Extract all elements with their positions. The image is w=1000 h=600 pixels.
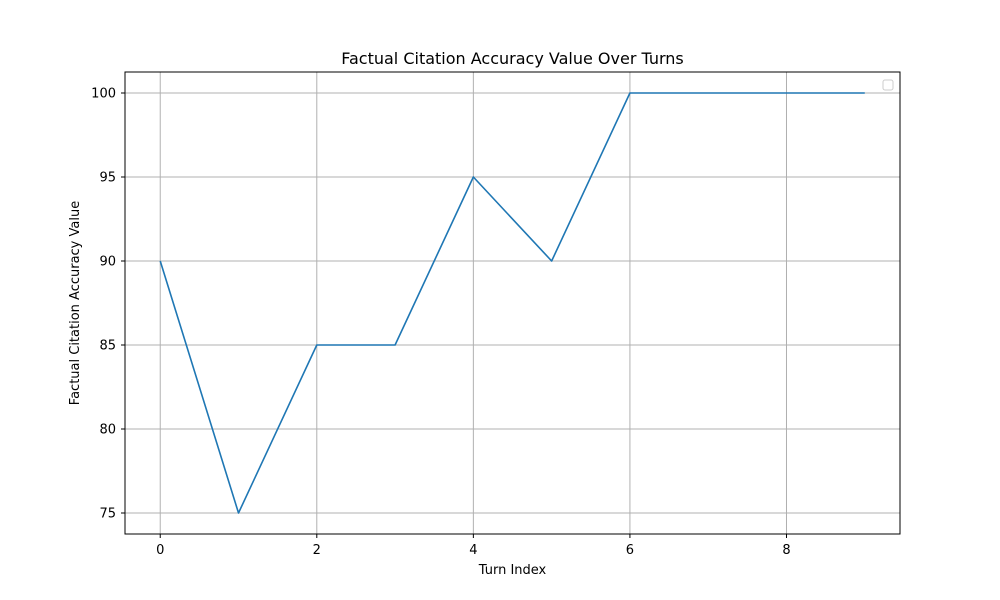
y-tick-label: 75 xyxy=(99,507,116,522)
x-tick-label: 2 xyxy=(313,543,321,558)
x-tick-label: 4 xyxy=(469,543,477,558)
y-tick-label: 85 xyxy=(99,339,116,354)
plot-frame xyxy=(124,71,901,535)
y-tick-label: 100 xyxy=(91,87,116,102)
series-line xyxy=(159,92,865,514)
x-axis: 0 2 4 6 8 xyxy=(156,534,791,558)
grid xyxy=(125,72,900,534)
y-axis-label: Factual Citation Accuracy Value xyxy=(68,201,83,405)
y-tick-label: 80 xyxy=(99,423,116,438)
y-axis: 75 80 85 90 95 100 xyxy=(91,87,125,522)
x-tick-label: 0 xyxy=(156,543,164,558)
x-axis-label: Turn Index xyxy=(478,563,547,578)
y-tick-label: 90 xyxy=(99,255,116,270)
chart-title: Factual Citation Accuracy Value Over Tur… xyxy=(341,49,684,68)
legend-box xyxy=(882,79,894,91)
y-tick-label: 95 xyxy=(99,171,116,186)
x-tick-label: 6 xyxy=(626,543,634,558)
series-layer xyxy=(159,92,865,514)
x-tick-label: 8 xyxy=(782,543,790,558)
